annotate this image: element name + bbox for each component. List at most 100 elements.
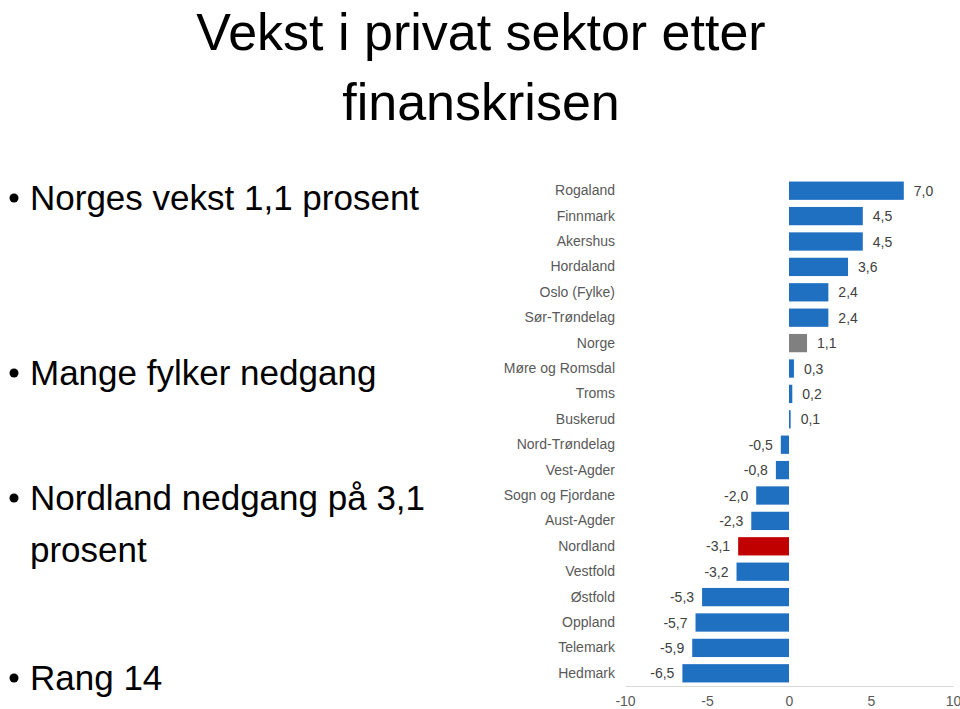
category-label: Aust-Agder xyxy=(545,512,615,528)
tick: Norge xyxy=(577,335,615,351)
tick: Vest-Agder xyxy=(546,462,616,478)
tick-label: 0 xyxy=(786,693,794,709)
bar xyxy=(789,334,807,352)
annotation: Norges vekst 1,1 prosent xyxy=(30,178,419,217)
category-label: Sør-Trøndelag xyxy=(524,309,615,325)
bar xyxy=(789,309,828,327)
category-label: Norge xyxy=(577,335,615,351)
tick-label: -10 xyxy=(615,693,635,709)
bar xyxy=(682,664,789,682)
bar xyxy=(751,512,789,530)
tick: 10 xyxy=(946,686,960,709)
category-label: Østfold xyxy=(571,589,615,605)
tick: Møre og Romsdal xyxy=(504,360,615,376)
y-axis: RogalandFinnmarkAkershusHordalandOslo (F… xyxy=(504,179,616,687)
data-label: -5,3 xyxy=(670,589,694,605)
tick: -10 xyxy=(615,686,635,709)
data-label: -3,1 xyxy=(706,538,730,554)
data-label: 0,2 xyxy=(802,386,822,402)
data-label: 1,1 xyxy=(817,335,837,351)
data-label: 7,0 xyxy=(914,183,934,199)
bar xyxy=(781,436,789,454)
data-label: 2,4 xyxy=(838,284,858,300)
bullet xyxy=(10,494,19,503)
data-label: 2,4 xyxy=(838,310,858,326)
x-axis: -10 -5 0 5 10 xyxy=(615,686,960,709)
tick: Hordaland xyxy=(550,258,615,274)
tick: Hedmark xyxy=(558,665,616,681)
bar xyxy=(738,537,789,555)
category-label: Nord-Trøndelag xyxy=(517,436,615,452)
axis-line xyxy=(615,179,616,687)
data-label: -0,5 xyxy=(749,437,773,453)
tick: 0 xyxy=(786,686,794,709)
category-label: Rogaland xyxy=(555,182,615,198)
category-label: Nordland xyxy=(558,538,615,554)
category-label: Troms xyxy=(576,385,615,401)
bar xyxy=(756,486,789,504)
category-label: Hedmark xyxy=(558,665,616,681)
tick-label: -5 xyxy=(701,693,714,709)
bar xyxy=(776,461,789,479)
bar xyxy=(789,258,848,276)
bar xyxy=(789,385,792,403)
tick: Aust-Agder xyxy=(545,512,615,528)
bar xyxy=(789,359,794,377)
tick: -5 xyxy=(701,686,714,709)
data-label: 0,3 xyxy=(804,361,824,377)
text-line: Norges vekst 1,1 prosent xyxy=(30,178,419,217)
bar xyxy=(789,232,863,250)
tick: Rogaland xyxy=(555,182,615,198)
data-label: -6,5 xyxy=(650,665,674,681)
bar xyxy=(789,207,863,225)
tick: Finnmark xyxy=(557,208,616,224)
data-label: 3,6 xyxy=(858,259,878,275)
data-label: 0,1 xyxy=(801,411,821,427)
bar xyxy=(737,563,789,581)
category-label: Hordaland xyxy=(550,258,615,274)
category-label: Vest-Agder xyxy=(546,462,616,478)
annotation: Nordland nedgang på 3,1prosent xyxy=(30,478,425,569)
data-label: -2,0 xyxy=(724,488,748,504)
bullet xyxy=(10,674,19,683)
category-label: Sogn og Fjordane xyxy=(504,487,616,503)
bar xyxy=(692,639,789,657)
data-label: -3,2 xyxy=(704,564,728,580)
title: Vekst i privat sektor etter finanskrisen xyxy=(196,3,765,131)
text-line: Vekst i privat sektor etter xyxy=(196,3,765,61)
text-line: prosent xyxy=(30,530,147,569)
data-label: -2,3 xyxy=(719,513,743,529)
tick-label: 10 xyxy=(946,693,960,709)
tick: 5 xyxy=(868,686,876,709)
axis-line xyxy=(626,686,954,687)
category-label: Telemark xyxy=(558,639,616,655)
tick: Sør-Trøndelag xyxy=(524,309,615,325)
category-label: Akershus xyxy=(557,233,615,249)
tick: Østfold xyxy=(571,589,615,605)
tick: Buskerud xyxy=(556,411,615,427)
tick: Nordland xyxy=(558,538,615,554)
bar xyxy=(696,613,789,631)
bullet xyxy=(10,369,19,378)
category-label: Finnmark xyxy=(557,208,616,224)
tick: Telemark xyxy=(558,639,616,655)
tick: Nord-Trøndelag xyxy=(517,436,615,452)
category-label: Vestfold xyxy=(565,563,615,579)
category-label: Møre og Romsdal xyxy=(504,360,615,376)
data-label: 4,5 xyxy=(873,234,893,250)
category-label: Oppland xyxy=(562,614,615,630)
bar xyxy=(702,588,789,606)
text-line: finanskrisen xyxy=(342,73,619,131)
text-line: Rang 14 xyxy=(30,658,162,697)
tick: Troms xyxy=(576,385,615,401)
data-labels: 7,04,54,53,62,42,41,10,30,20,1-0,5-0,8-2… xyxy=(650,183,933,682)
annotation: Rang 14 xyxy=(30,658,162,697)
data-label: 4,5 xyxy=(873,208,893,224)
tick-label: 5 xyxy=(868,693,876,709)
bar xyxy=(789,182,904,200)
bar xyxy=(789,410,791,428)
annotation: Mange fylker nedgang xyxy=(30,353,376,392)
chart: Vekst i privat sektor etter finanskrisen N… xyxy=(0,0,960,709)
tick: Oppland xyxy=(562,614,615,630)
tick: Vestfold xyxy=(565,563,615,579)
